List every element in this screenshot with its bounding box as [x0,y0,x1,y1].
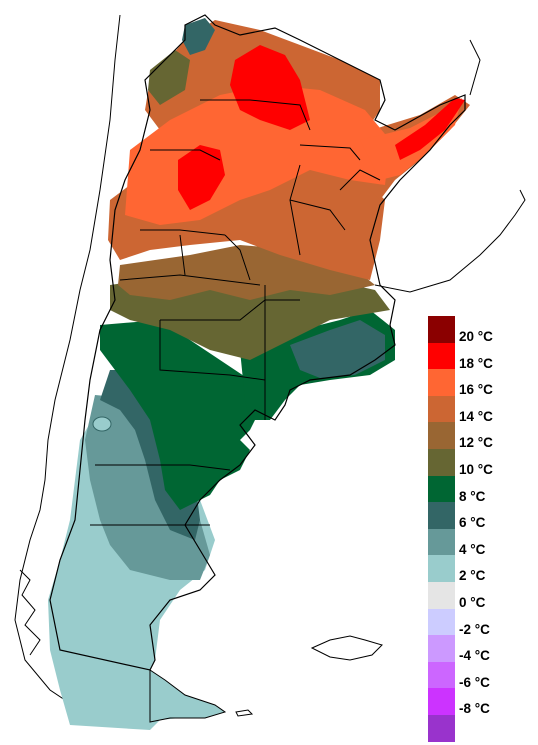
legend-swatch [428,528,455,556]
legend-swatch [428,448,455,476]
region-andes-mid [148,50,190,105]
chile-fjords [19,569,41,656]
region-hot-18c-2 [178,145,225,210]
malvinas-islands [310,635,383,661]
chile-coastline [14,14,121,726]
legend-row [428,714,533,742]
legend-row: -8 °C [428,688,533,717]
legend-label: 8 °C [459,488,486,504]
legend-label: -8 °C [459,701,490,717]
legend-row: 10 °C [428,448,533,477]
legend-swatch [428,688,455,715]
legend-label: 18 °C [459,355,493,371]
legend-label: 20 °C [459,329,493,344]
isla-estados [235,709,254,717]
legend-swatch [428,502,455,529]
legend-swatch [428,661,455,689]
legend-label: 0 °C [459,594,486,610]
region-andes-cool [182,18,215,55]
legend-swatch [428,422,455,449]
legend-row: 14 °C [428,395,533,424]
legend-swatch [428,714,455,742]
legend-label: 12 °C [459,435,493,451]
legend-swatch [428,581,455,609]
region-hot-18c-3 [395,98,465,160]
legend-label: 2 °C [459,568,486,584]
legend-row: 6 °C [428,502,533,531]
province-borders [90,99,381,526]
temperature-legend: 20 °C 18 °C 16 °C 14 °C 12 °C 10 °C 8 °C 6 °C 4 … [428,316,533,742]
legend-label: 14 °C [459,408,493,424]
legend-label: 6 °C [459,515,486,531]
region-patagonia-8c [100,320,265,510]
legend-row: 18 °C [428,342,533,371]
legend-row: 16 °C [428,369,533,398]
tierra-del-fuego [149,669,227,723]
legend-label: -4 °C [459,648,490,664]
brazil-border [469,39,481,96]
legend-label: 4 °C [459,541,486,557]
legend-label: 10 °C [459,461,493,477]
legend-swatch [428,555,455,582]
argentina-outline [49,14,466,671]
legend-label: -2 °C [459,621,490,637]
legend-row: 0 °C [428,581,533,610]
legend-label: 16 °C [459,382,493,398]
region-coast-6c [290,320,385,378]
legend-swatch [428,635,455,662]
region-hot-18c-1 [230,45,310,130]
legend-swatch [428,342,455,370]
uruguay-coast [374,189,526,293]
legend-row: 12 °C [428,422,533,451]
legend-swatch [428,608,455,636]
legend-row: -2 °C [428,608,533,637]
legend-row: -6 °C [428,661,533,690]
legend-row: 4 °C [428,528,533,557]
legend-row: 20 °C [428,316,533,344]
region-south-4c [85,395,210,580]
legend-label: -6 °C [459,674,490,690]
legend-swatch [428,316,455,343]
legend-row: 2 °C [428,555,533,584]
legend-swatch [428,395,455,423]
legend-swatch [428,369,455,396]
legend-swatch [428,475,455,503]
legend-row: -4 °C [428,635,533,664]
legend-row: 8 °C [428,475,533,504]
region-small-cool-patch [92,416,112,432]
